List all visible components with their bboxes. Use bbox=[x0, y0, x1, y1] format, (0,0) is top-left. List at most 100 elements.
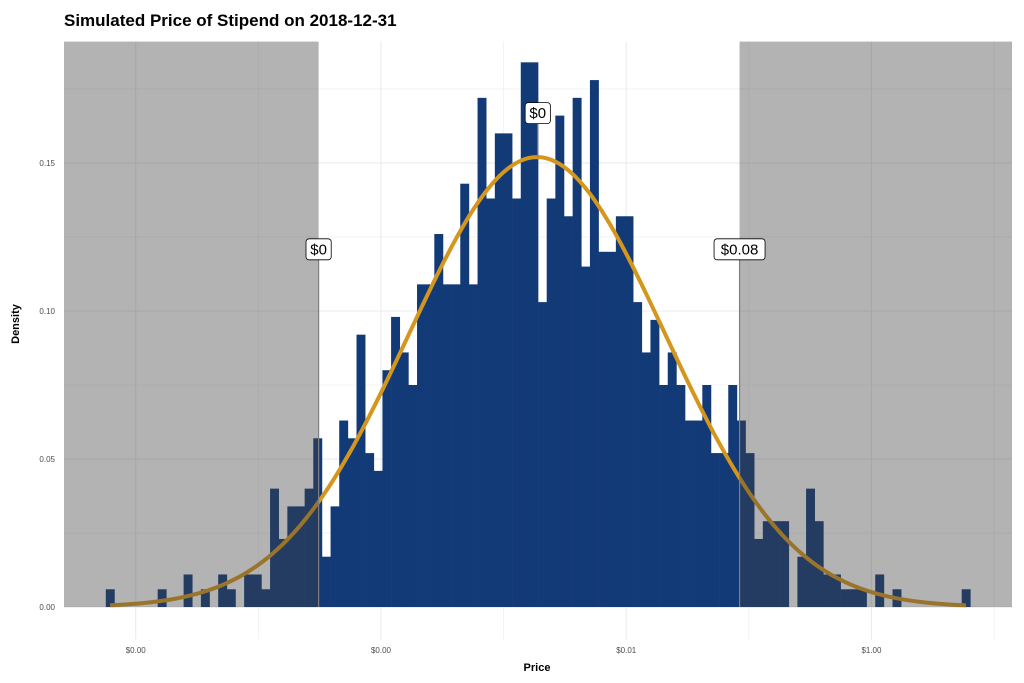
histogram-bar bbox=[330, 506, 340, 608]
y-tick-label: 0.00 bbox=[39, 603, 55, 612]
median-label-box bbox=[524, 102, 551, 125]
histogram-bar bbox=[278, 538, 288, 608]
histogram-bar bbox=[425, 284, 435, 608]
histogram-bar bbox=[304, 488, 314, 608]
upper-tail-shade bbox=[739, 41, 1012, 608]
y-tick-label: 0.05 bbox=[39, 455, 55, 464]
histogram-bar bbox=[347, 438, 357, 608]
histogram-bar bbox=[451, 284, 461, 608]
histogram-bar bbox=[538, 302, 548, 608]
histogram-bar bbox=[417, 284, 426, 608]
histogram-bar bbox=[736, 420, 746, 608]
histogram-bar bbox=[460, 183, 470, 608]
histogram-bar bbox=[771, 521, 781, 608]
histogram-bar bbox=[875, 574, 885, 608]
histogram-bar bbox=[849, 589, 859, 608]
histogram-bar bbox=[806, 488, 816, 608]
histogram-bar bbox=[607, 251, 617, 608]
histogram-bar bbox=[814, 521, 824, 608]
histogram-bar bbox=[313, 438, 323, 608]
threshold-annotations: $0 $0.08 $0 bbox=[305, 102, 766, 608]
histogram-bar bbox=[831, 574, 841, 608]
histogram-bar bbox=[244, 574, 254, 608]
y-axis-label: Density bbox=[10, 303, 22, 344]
chart-title: Simulated Price of Stipend on 2018-12-31 bbox=[64, 11, 397, 30]
density-curve bbox=[110, 155, 967, 608]
histogram-bar bbox=[105, 589, 115, 608]
histogram-bar bbox=[218, 574, 228, 608]
x-axis-label: Price bbox=[524, 662, 551, 674]
histogram-bar bbox=[321, 556, 331, 608]
histogram-bar bbox=[183, 574, 193, 608]
histogram-bar bbox=[157, 589, 167, 608]
histogram-bar bbox=[512, 198, 522, 608]
x-tick-label: $0.01 bbox=[616, 646, 637, 655]
histogram-bar bbox=[477, 97, 487, 608]
histogram-bar bbox=[840, 589, 850, 608]
histogram-bar bbox=[529, 62, 539, 608]
histogram-bar bbox=[667, 352, 677, 608]
histogram-bar bbox=[589, 80, 599, 608]
histogram-bar bbox=[641, 352, 651, 608]
upper-threshold-label: $0.08 bbox=[721, 241, 759, 258]
histogram-bar bbox=[615, 216, 625, 608]
histogram-bar bbox=[287, 506, 297, 608]
histogram-bar bbox=[339, 420, 349, 608]
histogram-bar bbox=[434, 234, 444, 608]
histogram-bar bbox=[762, 521, 772, 608]
histogram-bar bbox=[365, 453, 375, 608]
histogram-bar bbox=[391, 316, 401, 608]
histogram-bar bbox=[546, 198, 556, 608]
histogram-bar bbox=[702, 385, 712, 608]
histogram-bar bbox=[261, 589, 271, 608]
histogram-bar bbox=[728, 385, 738, 608]
median-threshold-label: $0 bbox=[529, 105, 546, 122]
histogram-bar bbox=[719, 453, 729, 608]
lower-tail-shade bbox=[64, 41, 319, 608]
lower-threshold-label: $0 bbox=[310, 241, 327, 258]
histogram-bar bbox=[693, 420, 703, 608]
histogram-bar bbox=[710, 453, 720, 608]
histogram-bar bbox=[823, 574, 833, 608]
histogram-bar bbox=[624, 216, 634, 608]
histogram-bar bbox=[685, 420, 694, 608]
histogram-bar bbox=[373, 470, 383, 608]
histogram-bar bbox=[382, 370, 392, 608]
histogram-bar bbox=[555, 115, 565, 608]
histogram-bar bbox=[659, 385, 669, 608]
upper-label-box bbox=[713, 238, 766, 261]
histogram-bar bbox=[572, 97, 582, 608]
histogram-bar bbox=[857, 589, 867, 608]
histogram-bar bbox=[581, 266, 591, 608]
x-tick-label: $1.00 bbox=[861, 646, 882, 655]
lower-label-box bbox=[305, 238, 332, 261]
axis-ticks: $0.00 $0.00 $0.01 $1.00 0.00 0.05 0.10 0.15 bbox=[39, 159, 882, 655]
density-curve-layer bbox=[110, 155, 967, 608]
histogram-bar bbox=[356, 334, 366, 608]
histogram-bars bbox=[105, 62, 971, 608]
histogram-bar bbox=[270, 488, 280, 608]
histogram-bar bbox=[650, 319, 660, 608]
histogram-bar bbox=[961, 589, 971, 608]
histogram-bar bbox=[226, 589, 236, 608]
histogram-bar bbox=[745, 453, 755, 608]
histogram-bar bbox=[399, 352, 409, 608]
histogram-bar bbox=[408, 385, 418, 608]
histogram-bar bbox=[676, 385, 686, 608]
histogram-bar bbox=[486, 198, 496, 608]
histogram-bar bbox=[494, 133, 504, 608]
y-tick-label: 0.10 bbox=[39, 307, 55, 316]
x-tick-label: $0.00 bbox=[126, 646, 147, 655]
histogram-bar bbox=[633, 302, 643, 608]
histogram-bar bbox=[520, 62, 530, 608]
histogram-bar bbox=[252, 574, 262, 608]
histogram-bar bbox=[598, 251, 608, 608]
histogram-bar bbox=[442, 284, 452, 608]
histogram-bar bbox=[503, 133, 513, 608]
histogram-bar bbox=[200, 589, 210, 608]
x-tick-label: $0.00 bbox=[371, 646, 392, 655]
histogram-bar bbox=[563, 216, 573, 608]
histogram-bar bbox=[780, 521, 790, 608]
histogram-bar bbox=[754, 538, 764, 608]
